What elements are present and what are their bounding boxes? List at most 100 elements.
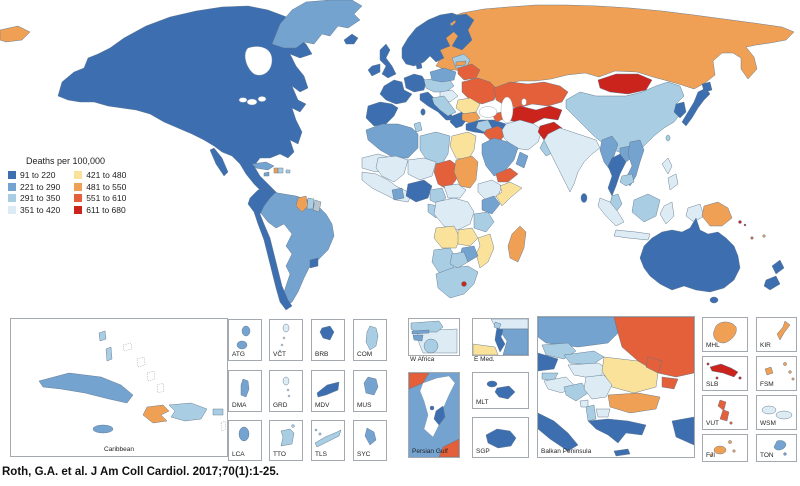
inset-fsm-s1 <box>783 362 787 366</box>
region-baja-california <box>209 147 229 177</box>
inset-bk-moldova <box>645 356 663 374</box>
inset-slb-s3 <box>706 362 710 366</box>
region-australia <box>639 217 741 293</box>
region-finland <box>449 13 475 51</box>
inset-singapore-shape <box>485 428 517 449</box>
inset-bk-ukraine-wedge <box>661 376 679 390</box>
legend-swatch <box>8 182 16 191</box>
inset-wsm-shape2 <box>775 410 793 420</box>
inset-kir-shape <box>776 320 791 341</box>
inset-dma: DMA <box>228 370 262 412</box>
inset-grd-s2 <box>287 394 291 398</box>
region-dominican-republic <box>277 167 284 174</box>
region-french-guiana <box>312 199 322 213</box>
inset-bk-italy <box>538 412 579 452</box>
region-solomon <box>738 220 742 224</box>
inset-atg: ATG <box>228 319 262 361</box>
inset-lca: LCA <box>228 420 262 461</box>
region-sri-lanka <box>580 193 588 203</box>
inset-tto-s1 <box>291 424 295 428</box>
inset-wsm: WSM <box>756 395 797 430</box>
region-sulawesi <box>659 201 675 225</box>
legend-swatch <box>74 205 83 214</box>
region-haiti <box>273 167 279 174</box>
inset-vct-shape <box>282 323 290 333</box>
inset-fsm-s3 <box>791 377 795 381</box>
legend-swatch <box>8 205 16 214</box>
world-map <box>0 0 795 311</box>
legend-swatch <box>74 194 83 203</box>
region-andes <box>247 187 293 311</box>
region-puerto-rico <box>285 169 291 174</box>
inset-grd-shape <box>282 376 290 386</box>
inset-brb: BRB <box>311 319 345 361</box>
region-west-papua <box>685 203 705 223</box>
inset-ton: TON <box>756 434 797 462</box>
inset-singapore: SGP <box>472 417 529 458</box>
inset-fji-s2 <box>732 449 736 453</box>
inset-vct-s1 <box>282 336 286 340</box>
inset-grd-s1 <box>286 388 290 392</box>
region-poland <box>429 67 457 83</box>
region-west-balkans <box>431 95 457 117</box>
aral-sea <box>521 98 527 106</box>
region-japan <box>681 87 711 127</box>
region-nigeria <box>405 179 433 203</box>
region-denmark <box>415 61 423 70</box>
inset-tls: TLS <box>311 420 345 461</box>
inset-vut-s1 <box>729 421 733 425</box>
region-iran <box>501 119 543 151</box>
inset-bk-serbia <box>583 374 613 400</box>
region-ukraine <box>461 77 499 105</box>
inset-fsm-shape <box>764 366 774 376</box>
inset-bahamas-dash-4 <box>156 382 165 394</box>
inset-slb-label: SLB <box>706 380 719 388</box>
region-niger <box>407 157 437 181</box>
legend-entry: 481 to 550 <box>74 182 126 192</box>
region-saudi-arabia <box>481 137 519 177</box>
region-germany <box>403 73 427 93</box>
inset-vct-s3 <box>278 349 282 353</box>
legend-entry: 221 to 290 <box>8 182 60 192</box>
inset-jamaica <box>92 424 114 434</box>
region-morocco-algeria <box>365 123 419 159</box>
inset-bk-hungary <box>567 362 609 380</box>
legend-title: Deaths per 100,000 <box>26 156 106 166</box>
inset-cuba <box>38 372 134 404</box>
inset-guinea-bissau <box>412 334 424 342</box>
inset-slb-s2 <box>715 376 719 380</box>
region-kenya <box>481 195 501 215</box>
inset-senegal <box>410 320 444 333</box>
legend-entry: 611 to 680 <box>74 205 126 215</box>
region-mongolia <box>597 73 653 95</box>
inset-east-med-label: E Med. <box>474 356 495 363</box>
inset-mdv-shape <box>316 381 340 398</box>
inset-gambia <box>411 329 430 335</box>
inset-bahamas-1 <box>98 330 107 342</box>
inset-wsm-shape <box>761 405 777 415</box>
inset-mus-shape <box>363 376 379 396</box>
inset-vct-s2 <box>280 343 284 347</box>
inset-vct: VCT <box>269 319 303 361</box>
inset-dominican-republic <box>168 402 208 422</box>
inset-caribbean: Caribbean <box>10 318 228 457</box>
inset-tto-label: TTO <box>273 450 286 458</box>
region-korea <box>673 101 687 119</box>
region-latvia <box>455 60 467 67</box>
inset-persian-gulf-label: Persian Gulf <box>412 447 448 455</box>
region-belarus <box>457 63 481 81</box>
region-oman <box>515 151 529 169</box>
inset-malta-label: MLT <box>476 398 489 406</box>
inset-grd: GRD <box>269 370 303 412</box>
citation: Roth, G.A. et al. J Am Coll Cardiol. 201… <box>2 466 279 478</box>
inset-fsm-s2 <box>788 370 792 374</box>
region-central-asia <box>503 105 563 125</box>
region-somalia <box>495 181 523 207</box>
inset-antilles-dash <box>220 420 227 432</box>
region-tanzania <box>473 211 495 233</box>
inset-bk-montenegro <box>579 399 589 408</box>
inset-bk-albania <box>585 404 597 422</box>
inset-brb-label: BRB <box>315 350 329 358</box>
inset-bk-crete <box>613 448 631 457</box>
region-scandinavia <box>401 12 461 67</box>
